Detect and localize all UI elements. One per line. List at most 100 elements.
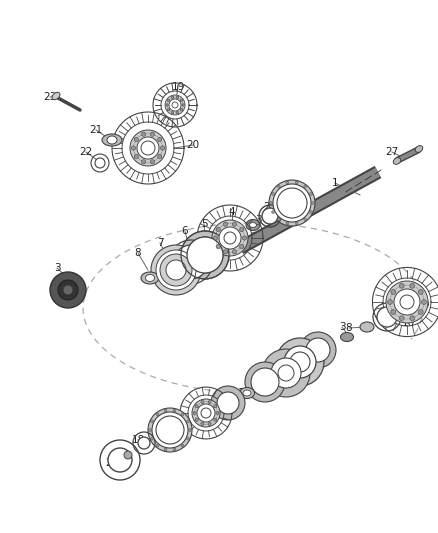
Circle shape [201, 423, 204, 425]
Circle shape [271, 358, 301, 388]
Text: 20: 20 [187, 140, 200, 150]
Circle shape [152, 412, 188, 448]
Circle shape [211, 386, 245, 420]
Circle shape [134, 138, 138, 142]
Circle shape [151, 420, 153, 423]
Circle shape [164, 448, 167, 451]
Circle shape [251, 368, 279, 396]
Ellipse shape [415, 146, 423, 152]
Circle shape [150, 160, 155, 164]
Circle shape [182, 104, 184, 106]
Circle shape [284, 346, 316, 378]
Circle shape [172, 102, 178, 108]
Circle shape [187, 237, 223, 273]
Circle shape [219, 227, 241, 249]
Circle shape [173, 409, 176, 412]
Circle shape [131, 146, 136, 150]
Circle shape [214, 418, 217, 421]
Circle shape [176, 111, 179, 114]
Text: 8: 8 [135, 248, 141, 258]
Text: 16: 16 [194, 409, 208, 419]
Circle shape [156, 416, 184, 444]
Circle shape [418, 310, 423, 314]
Text: 23: 23 [43, 92, 57, 102]
Circle shape [160, 254, 192, 286]
Circle shape [304, 185, 307, 188]
Circle shape [278, 218, 280, 221]
Ellipse shape [250, 222, 257, 228]
Circle shape [290, 352, 310, 372]
Circle shape [418, 289, 423, 294]
Circle shape [160, 254, 192, 286]
Text: 5: 5 [201, 219, 207, 229]
Circle shape [141, 132, 145, 136]
Circle shape [164, 409, 167, 412]
Circle shape [173, 448, 176, 451]
Circle shape [216, 245, 220, 248]
Circle shape [212, 220, 248, 256]
Circle shape [187, 237, 223, 273]
Circle shape [388, 300, 392, 304]
Text: 2: 2 [292, 182, 298, 192]
Circle shape [223, 222, 228, 227]
Circle shape [158, 155, 162, 159]
Text: 25: 25 [106, 458, 119, 468]
Circle shape [391, 310, 396, 314]
Circle shape [148, 429, 152, 431]
Circle shape [399, 316, 404, 320]
Circle shape [181, 231, 229, 279]
Circle shape [201, 401, 204, 403]
Text: 6: 6 [182, 226, 188, 236]
Circle shape [386, 281, 428, 323]
Circle shape [286, 181, 289, 184]
Circle shape [58, 280, 78, 300]
Circle shape [150, 132, 155, 136]
Circle shape [269, 180, 315, 226]
Circle shape [50, 272, 86, 308]
Circle shape [187, 437, 189, 440]
Text: 4: 4 [229, 207, 235, 217]
Circle shape [295, 181, 298, 184]
Circle shape [137, 137, 159, 159]
Circle shape [165, 95, 185, 115]
Ellipse shape [107, 136, 117, 144]
Circle shape [410, 284, 415, 288]
Circle shape [180, 109, 183, 111]
Circle shape [273, 184, 311, 222]
Circle shape [130, 130, 166, 166]
Circle shape [156, 413, 159, 416]
Circle shape [310, 211, 312, 214]
Text: 24: 24 [263, 202, 277, 212]
Circle shape [169, 99, 181, 111]
Circle shape [171, 111, 174, 114]
Text: 3: 3 [54, 263, 60, 273]
Circle shape [214, 405, 217, 408]
Circle shape [394, 289, 420, 315]
Circle shape [233, 222, 237, 227]
Circle shape [410, 316, 415, 320]
Circle shape [216, 228, 220, 231]
Circle shape [306, 338, 330, 362]
Text: 14: 14 [237, 388, 251, 398]
Circle shape [151, 245, 201, 295]
Circle shape [262, 349, 310, 397]
Circle shape [399, 284, 404, 288]
Circle shape [304, 218, 307, 221]
Circle shape [311, 201, 314, 204]
Circle shape [156, 444, 159, 447]
Ellipse shape [145, 274, 155, 281]
Circle shape [124, 451, 132, 459]
Text: 10: 10 [402, 318, 414, 328]
Ellipse shape [141, 272, 159, 284]
Circle shape [240, 228, 244, 231]
Ellipse shape [240, 387, 254, 399]
Circle shape [233, 249, 237, 254]
Circle shape [141, 141, 155, 155]
Circle shape [310, 192, 312, 195]
Circle shape [108, 448, 132, 472]
Circle shape [167, 109, 170, 111]
Circle shape [141, 160, 145, 164]
Circle shape [181, 413, 184, 416]
Circle shape [208, 401, 211, 403]
Circle shape [193, 411, 196, 415]
